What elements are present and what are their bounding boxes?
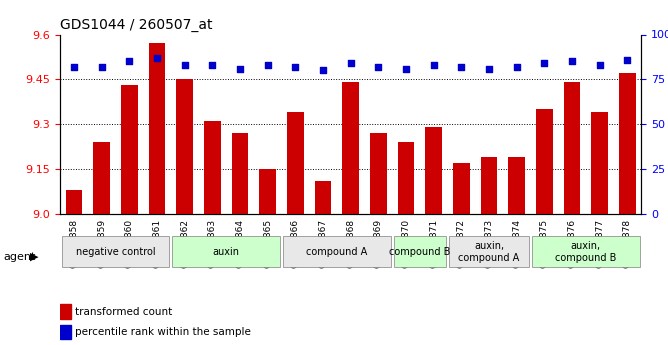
Text: compound B: compound B <box>389 247 451 257</box>
Text: auxin: auxin <box>212 247 240 257</box>
FancyBboxPatch shape <box>61 236 170 267</box>
Bar <box>481 157 498 345</box>
Point <box>566 59 577 64</box>
Text: auxin,
compound B: auxin, compound B <box>555 241 617 263</box>
Point <box>622 57 633 62</box>
Bar <box>149 43 165 345</box>
Point <box>96 64 107 70</box>
Text: agent: agent <box>3 252 35 262</box>
Bar <box>287 112 304 345</box>
Bar <box>397 142 414 345</box>
Bar <box>564 82 580 345</box>
Bar <box>315 181 331 345</box>
Bar <box>176 79 193 345</box>
Point <box>428 62 439 68</box>
Text: compound A: compound A <box>306 247 367 257</box>
Point <box>595 62 605 68</box>
Point <box>318 68 329 73</box>
FancyBboxPatch shape <box>532 236 640 267</box>
Point <box>345 60 356 66</box>
Point <box>124 59 135 64</box>
Point <box>290 64 301 70</box>
Point <box>152 55 162 61</box>
Bar <box>619 73 636 345</box>
Point <box>539 60 550 66</box>
Bar <box>453 163 470 345</box>
Point <box>401 66 411 71</box>
Point <box>234 66 245 71</box>
Bar <box>343 82 359 345</box>
Bar <box>65 190 82 345</box>
Point <box>69 64 79 70</box>
Text: auxin,
compound A: auxin, compound A <box>458 241 520 263</box>
Bar <box>536 109 552 345</box>
Text: transformed count: transformed count <box>75 307 172 317</box>
Point <box>179 62 190 68</box>
Bar <box>370 133 387 345</box>
Bar <box>259 169 276 345</box>
FancyBboxPatch shape <box>393 236 446 267</box>
Point <box>373 64 383 70</box>
Text: GDS1044 / 260507_at: GDS1044 / 260507_at <box>60 18 212 32</box>
FancyBboxPatch shape <box>449 236 529 267</box>
Text: percentile rank within the sample: percentile rank within the sample <box>75 327 250 337</box>
FancyBboxPatch shape <box>283 236 391 267</box>
FancyBboxPatch shape <box>172 236 280 267</box>
Bar <box>591 112 608 345</box>
Point <box>484 66 494 71</box>
Bar <box>121 85 138 345</box>
Text: negative control: negative control <box>75 247 155 257</box>
Bar <box>232 133 248 345</box>
Point <box>263 62 273 68</box>
Bar <box>60 325 71 339</box>
Point <box>207 62 218 68</box>
Bar <box>60 304 71 319</box>
Bar <box>508 157 525 345</box>
Point <box>512 64 522 70</box>
Bar <box>204 121 220 345</box>
Point <box>456 64 467 70</box>
Bar <box>94 142 110 345</box>
Text: ▶: ▶ <box>30 252 39 262</box>
Bar <box>426 127 442 345</box>
